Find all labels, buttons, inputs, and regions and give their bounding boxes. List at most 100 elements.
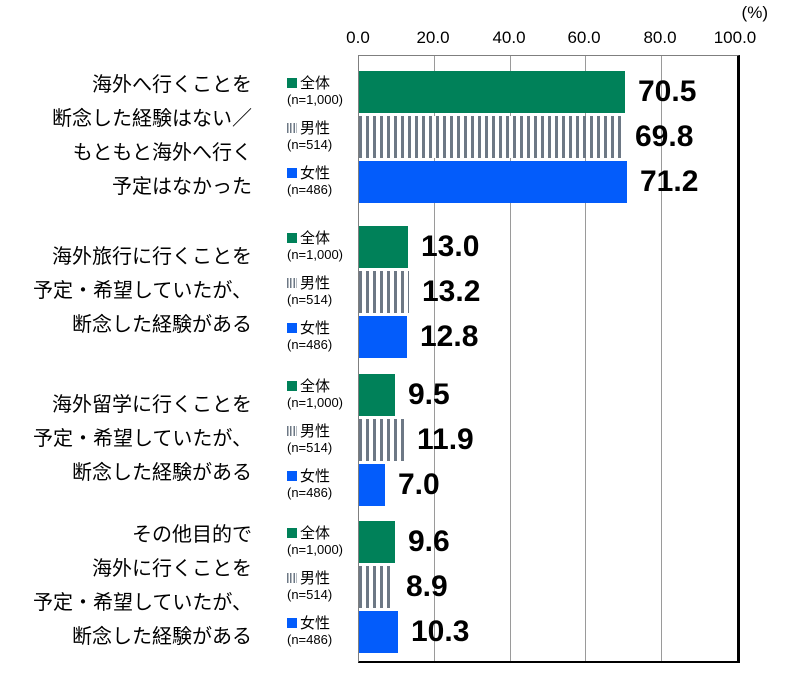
- legend-series-name: 全体: [300, 525, 331, 542]
- category-label-line: 断念した経験がある: [72, 314, 252, 336]
- legend-n-label: (n=486): [287, 182, 333, 197]
- legend-line1: 男性: [287, 120, 357, 137]
- legend-entry-全体: 全体 (n=1,000): [287, 75, 357, 107]
- bar-全体-group4: [359, 521, 395, 563]
- legend-n-label: (n=514): [287, 440, 333, 455]
- legend-series-name: 男性: [300, 275, 331, 292]
- gridline-60: [585, 56, 586, 661]
- legend-entry-男性: 男性 (n=514): [287, 120, 357, 152]
- bar-value-label: 70.5: [638, 75, 697, 108]
- bar-女性-group2: [359, 316, 407, 358]
- legend-series-name: 全体: [300, 75, 331, 92]
- bar-value-label: 71.2: [640, 165, 699, 198]
- legend-line1: 男性: [287, 570, 357, 587]
- solid-swatch-icon: [287, 78, 297, 88]
- legend-n-label: (n=1,000): [287, 542, 344, 557]
- legend-line1: 全体: [287, 525, 357, 542]
- category-label-line: 海外旅行に行くことを: [52, 246, 252, 268]
- bar-男性-group2: [359, 271, 409, 313]
- x-axis-tick-label: 20.0: [416, 28, 450, 47]
- bar-value-label: 9.5: [408, 378, 450, 411]
- legend-entry-女性: 女性 (n=486): [287, 468, 357, 500]
- bar-value-label: 13.2: [422, 275, 481, 308]
- bar-value-label: 8.9: [406, 570, 448, 603]
- bar-全体-group3: [359, 374, 395, 416]
- category-label: その他目的で海外に行くことを予定・希望していたが、断念した経験がある: [0, 518, 252, 654]
- bar-女性-group1: [359, 161, 627, 203]
- category-label-line: その他目的で: [132, 524, 252, 546]
- striped-swatch-icon: [287, 278, 297, 288]
- legend-n-label: (n=486): [287, 485, 333, 500]
- legend-entry-女性: 女性 (n=486): [287, 165, 357, 197]
- bar-全体-group1: [359, 71, 625, 113]
- solid-swatch-icon: [287, 233, 297, 243]
- bar-男性-group3: [359, 419, 404, 461]
- legend-line1: 全体: [287, 230, 357, 247]
- category-label-line: 予定・希望していたが、: [33, 592, 252, 614]
- legend-series-name: 男性: [300, 570, 331, 587]
- category-label-line: 断念した経験がある: [72, 462, 252, 484]
- striped-swatch-icon: [287, 426, 297, 436]
- legend-series-name: 女性: [300, 165, 331, 182]
- bar-value-label: 10.3: [411, 615, 470, 648]
- legend-n-label: (n=1,000): [287, 395, 344, 410]
- bar-value-label: 9.6: [408, 525, 450, 558]
- bar-value-label: 13.0: [421, 230, 480, 263]
- gridline-40: [510, 56, 511, 661]
- legend-n-label: (n=514): [287, 292, 333, 307]
- solid-swatch-icon: [287, 528, 297, 538]
- legend-entry-全体: 全体 (n=1,000): [287, 230, 357, 262]
- legend-n-label: (n=486): [287, 337, 333, 352]
- category-label-line: 予定・希望していたが、: [33, 428, 252, 450]
- legend-n-label: (n=1,000): [287, 247, 344, 262]
- legend-entry-男性: 男性 (n=514): [287, 423, 357, 455]
- legend-series-name: 女性: [300, 468, 331, 485]
- x-axis-tick-label: 80.0: [643, 28, 677, 47]
- striped-swatch-icon: [287, 573, 297, 583]
- category-label: 海外留学に行くことを予定・希望していたが、断念した経験がある: [0, 388, 252, 490]
- legend-line1: 全体: [287, 75, 357, 92]
- x-axis-tick-label: 0.0: [346, 28, 370, 47]
- legend-line1: 女性: [287, 320, 357, 337]
- legend-series-name: 全体: [300, 378, 331, 395]
- bar-value-label: 12.8: [420, 320, 479, 353]
- bar-男性-group4: [359, 566, 393, 608]
- plot-area: [358, 55, 740, 663]
- legend-entry-女性: 女性 (n=486): [287, 615, 357, 647]
- legend-line1: 男性: [287, 423, 357, 440]
- bar-女性-group4: [359, 611, 398, 653]
- legend-entry-男性: 男性 (n=514): [287, 570, 357, 602]
- legend-n-label: (n=514): [287, 137, 333, 152]
- category-label-line: もともと海外へ行く: [72, 142, 252, 164]
- legend-entry-男性: 男性 (n=514): [287, 275, 357, 307]
- solid-swatch-icon: [287, 323, 297, 333]
- legend-series-name: 男性: [300, 423, 331, 440]
- solid-swatch-icon: [287, 471, 297, 481]
- category-label-line: 海外へ行くことを: [92, 74, 252, 96]
- legend-line1: 男性: [287, 275, 357, 292]
- x-axis-tick-label: 40.0: [492, 28, 526, 47]
- legend-line1: 女性: [287, 615, 357, 632]
- category-label-line: 予定はなかった: [112, 176, 252, 198]
- category-label-line: 断念した経験がある: [72, 626, 252, 648]
- category-label: 海外へ行くことを断念した経験はない／ もともと海外へ行く予定はなかった: [0, 68, 252, 204]
- x-axis-tick-label: 60.0: [567, 28, 601, 47]
- legend-entry-女性: 女性 (n=486): [287, 320, 357, 352]
- bar-value-label: 11.9: [417, 423, 474, 456]
- bar-全体-group2: [359, 226, 408, 268]
- legend-line1: 女性: [287, 468, 357, 485]
- solid-swatch-icon: [287, 168, 297, 178]
- legend-n-label: (n=486): [287, 632, 333, 647]
- bar-女性-group3: [359, 464, 385, 506]
- category-label-line: 海外に行くことを: [92, 558, 252, 580]
- gridline-20: [434, 56, 435, 661]
- category-label-line: 海外留学に行くことを: [52, 394, 252, 416]
- x-axis-tick-label: 100.0: [713, 28, 757, 47]
- striped-swatch-icon: [287, 123, 297, 133]
- legend-n-label: (n=1,000): [287, 92, 344, 107]
- legend-entry-全体: 全体 (n=1,000): [287, 378, 357, 410]
- bar-男性-group1: [359, 116, 622, 158]
- legend-series-name: 女性: [300, 615, 331, 632]
- category-label-line: 断念した経験はない／: [52, 108, 252, 130]
- solid-swatch-icon: [287, 618, 297, 628]
